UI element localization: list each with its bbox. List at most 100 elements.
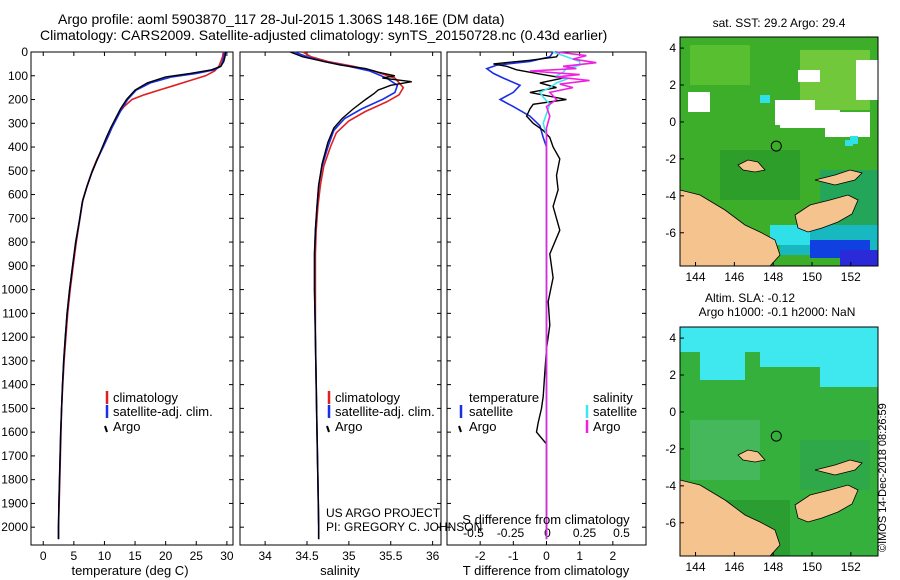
map-x-tick-label: 152 [841, 270, 861, 284]
salinity-xlabel: salinity [320, 563, 360, 578]
s-tick-label: 0 [544, 526, 551, 540]
y-tick-label: 200 [8, 93, 28, 107]
series-line-argo [57, 51, 227, 540]
y-tick-label: 500 [8, 164, 28, 178]
series-line-salinity-argo [529, 51, 597, 540]
map-x-tick-label: 148 [763, 270, 783, 284]
y-tick-label: 1700 [1, 449, 28, 463]
salinity-legend: climatology satellite-adj. clim. Argo [326, 390, 435, 434]
map-y-tick-label: -2 [665, 152, 676, 166]
map-y-tick-label: 4 [669, 331, 676, 345]
sla-map-title-line2: Argo h1000: -0.1 h2000: NaN [699, 305, 856, 319]
map-y-tick-label: -6 [665, 226, 676, 240]
y-tick-label: 400 [8, 140, 28, 154]
legend-argo: Argo [113, 419, 140, 434]
y-tick-label: 800 [8, 235, 28, 249]
y-tick-label: 1500 [1, 401, 28, 415]
legend-temp-satellite: satellite [469, 404, 513, 419]
legend-climatology: climatology [335, 390, 401, 405]
difference-legend: temperature satellite Argo salinity sate… [458, 390, 637, 434]
y-tick-label: 1900 [1, 496, 28, 510]
map-x-tick-label: 148 [763, 560, 783, 574]
sst-map-title: sat. SST: 29.2 Argo: 29.4 [713, 16, 846, 30]
x-tick-label: 0 [40, 549, 47, 563]
map-y-tick-label: -4 [665, 479, 676, 493]
pi-credit: PI: GREGORY C. JOHNSON [326, 520, 482, 534]
map-y-tick-label: 4 [669, 41, 676, 55]
legend-temp-argo-swatch [458, 425, 462, 433]
difference-top-xlabel: S difference from climatology [462, 512, 630, 527]
x-tick-label: 0 [543, 549, 550, 563]
sst-map-land [680, 159, 863, 266]
legend-satellite: satellite-adj. clim. [113, 404, 213, 419]
y-tick-label: 1800 [1, 473, 28, 487]
s-tick-label: -0.25 [497, 526, 525, 540]
map-y-tick-label: -2 [665, 442, 676, 456]
x-tick-label: 36 [426, 549, 440, 563]
map-y-tick-label: 0 [669, 115, 676, 129]
temperature-legend: climatology satellite-adj. clim. Argo [104, 390, 213, 434]
legend-sal-satellite: satellite [593, 404, 637, 419]
map-x-tick-label: 146 [724, 560, 744, 574]
y-tick-label: 1600 [1, 425, 28, 439]
difference-xlabel: T difference from climatology [463, 563, 630, 578]
legend-temperature-title: temperature [469, 390, 539, 405]
salinity-axes-frame [239, 51, 442, 546]
imos-timestamp: ©IMOS 14-Dec-2018 08:26:59 [877, 403, 889, 552]
map-x-tick-label: 144 [686, 270, 706, 284]
s-tick-label: 0.25 [573, 526, 597, 540]
series-line-argo [289, 51, 412, 540]
y-tick-label: 900 [8, 259, 28, 273]
legend-argo-swatch [326, 425, 330, 433]
sla-map-land [680, 449, 863, 556]
x-tick-label: -1 [508, 549, 519, 563]
sla-map-frame [679, 326, 879, 557]
series-line-temperature-argo [493, 51, 567, 540]
x-tick-label: 34.5 [295, 549, 319, 563]
y-tick-label: 1100 [2, 306, 28, 320]
map-y-tick-label: -4 [665, 189, 676, 203]
map-x-tick-label: 150 [802, 270, 822, 284]
x-tick-label: 25 [190, 549, 204, 563]
y-tick-label: 300 [8, 116, 28, 130]
y-tick-label: 2000 [1, 520, 28, 534]
temperature-axes-frame [30, 51, 234, 546]
figure-title-line1: Argo profile: aoml 5903870_117 28-Jul-20… [58, 11, 505, 27]
x-tick-label: 34 [258, 549, 272, 563]
x-tick-label: 15 [128, 549, 142, 563]
map-y-tick-label: 2 [669, 78, 676, 92]
project-credit: US ARGO PROJECT [326, 506, 441, 520]
legend-argo-swatch [104, 425, 108, 433]
x-tick-label: 5 [71, 549, 78, 563]
y-tick-label: 1300 [1, 354, 28, 368]
sst-map-field [680, 37, 878, 266]
y-tick-label: 0 [21, 45, 28, 59]
y-tick-label: 1000 [1, 283, 28, 297]
legend-sal-argo: Argo [593, 419, 620, 434]
x-tick-label: 35.5 [379, 549, 403, 563]
x-tick-label: 35 [342, 549, 356, 563]
map-y-tick-label: 0 [669, 405, 676, 419]
y-tick-label: 1200 [1, 330, 28, 344]
y-tick-label: 600 [8, 188, 28, 202]
legend-satellite: satellite-adj. clim. [335, 404, 435, 419]
series-line-satellite-adj-clim- [57, 51, 226, 540]
x-tick-label: -2 [475, 549, 486, 563]
map-x-tick-label: 144 [686, 560, 706, 574]
temperature-xlabel: temperature (deg C) [71, 563, 188, 578]
sla-float-marker [770, 430, 782, 442]
legend-temp-argo: Argo [469, 419, 496, 434]
s-tick-label: -0.5 [463, 526, 484, 540]
x-tick-label: 30 [220, 549, 234, 563]
sla-map-title-line1: Altim. SLA: -0.12 [705, 291, 795, 305]
map-y-tick-label: -6 [665, 516, 676, 530]
sst-float-marker [770, 140, 782, 152]
map-x-tick-label: 150 [802, 560, 822, 574]
x-tick-label: 2 [609, 549, 616, 563]
figure-title-line2: Climatology: CARS2009. Satellite-adjuste… [40, 27, 608, 43]
y-tick-label: 100 [8, 69, 28, 83]
s-tick-label: 0.5 [613, 526, 630, 540]
series-line-climatology [57, 51, 224, 540]
legend-argo: Argo [335, 419, 362, 434]
